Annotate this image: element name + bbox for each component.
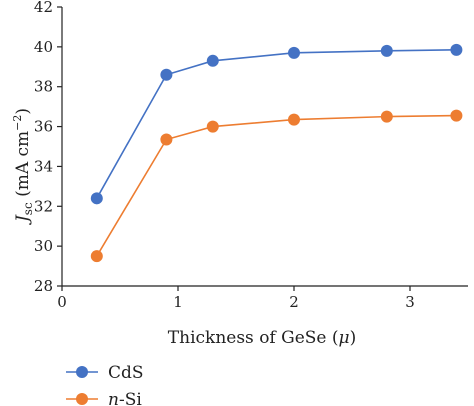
legend-label-cds: CdS [108,363,144,383]
y-tick-label: 28 [34,277,53,295]
series-layer [90,43,463,263]
x-axis-label: Thickness of GeSe (μ) [168,328,356,348]
y-tick-label: 30 [34,237,53,255]
data-point-n-si [160,133,173,146]
y-tick-label: 38 [34,78,53,96]
data-point-n-si [450,109,463,122]
data-point-cds [160,68,173,81]
data-point-n-si [380,110,393,123]
y-axis-label: Jsc (mA cm−2) [11,108,35,225]
data-point-cds [380,44,393,57]
data-point-n-si [288,113,300,126]
data-point-cds [288,46,300,59]
y-axis-label-sup: −2 [11,115,24,131]
y-tick-label: 40 [34,38,53,56]
x-axis-label-close: ) [350,328,357,348]
legend-label-n-si-italic: n [108,390,119,406]
legend-swatch-marker-cds [76,366,88,378]
series-cds [90,43,463,205]
legend-item-cds: CdS [66,363,144,383]
legend-label-n-si: n-Si [108,390,142,406]
x-tick-label: 3 [405,293,415,311]
data-point-n-si [90,250,103,263]
series-line-cds [96,49,457,199]
data-point-cds [450,43,463,56]
y-axis-label-j: J [13,214,33,225]
x-axis-label-mu: μ [339,328,350,348]
series-line-n-si [96,114,457,257]
legend: CdS n-Si [66,363,144,406]
y-axis-label-units: (mA cm [13,131,33,202]
y-tick-label: 34 [34,157,53,175]
y-tick-label: 32 [34,197,53,215]
x-axis-ticks: 0 1 2 3 [57,286,415,311]
data-point-cds [206,54,219,67]
y-axis-label-close: ) [13,108,33,115]
x-tick-label: 0 [57,293,67,311]
x-tick-label: 2 [289,293,299,311]
series-n-si [90,109,463,263]
y-axis-label-sub: sc [21,202,35,215]
x-axis-label-text: Thickness of GeSe ( [168,328,339,348]
legend-swatch-marker-n-si [76,393,88,405]
y-tick-label: 36 [34,118,53,136]
legend-label-n-si-rest: -Si [119,390,142,406]
data-point-n-si [206,120,219,133]
data-point-cds [90,192,103,205]
y-tick-label: 42 [34,0,53,16]
x-tick-label: 1 [173,293,183,311]
legend-item-n-si: n-Si [66,390,142,406]
y-axis-ticks: 28 30 32 34 36 38 40 42 [34,0,62,295]
